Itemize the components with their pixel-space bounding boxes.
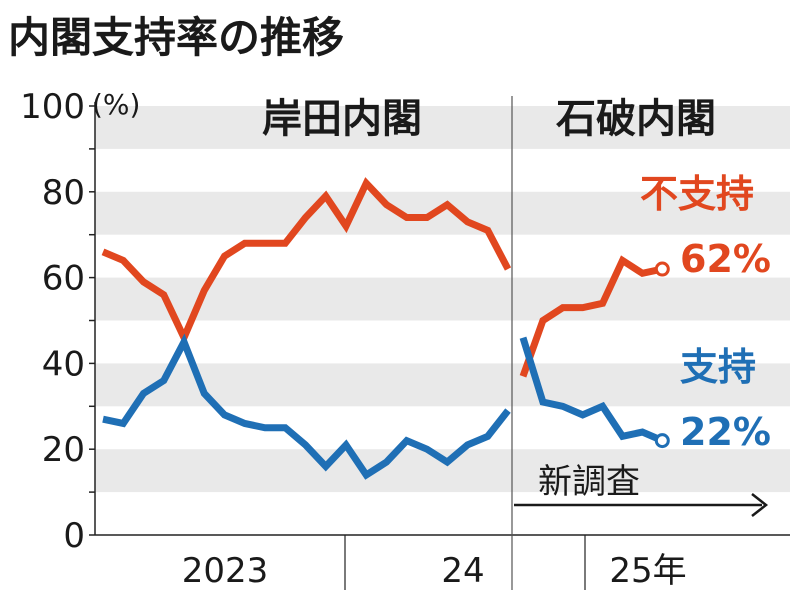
- y-tick-label: 20: [42, 430, 85, 470]
- x-tick-label: 2023: [182, 551, 269, 591]
- series-lines: [101, 177, 670, 480]
- series-end-marker-0: [654, 261, 670, 277]
- series-line-1-seg-1: [519, 336, 664, 444]
- series-end-marker-1: [654, 433, 670, 449]
- approve-final-value: 22%: [680, 410, 771, 454]
- new-survey-label: 新調査: [538, 462, 640, 502]
- legend-disapprove-label: 不支持: [640, 172, 754, 216]
- axes: [89, 96, 790, 590]
- y-tick-labels: 0 20 40 60 80 100: [20, 87, 85, 556]
- grid-band: [95, 106, 790, 149]
- y-tick-label: 100: [20, 87, 85, 127]
- x-tick-label: 25年: [609, 551, 686, 591]
- era-label-kishida: 岸田内閣: [262, 96, 422, 142]
- chart-title: 内閣支持率の推移: [8, 13, 344, 62]
- x-tick-label: 24: [441, 551, 484, 591]
- disapprove-final-value: 62%: [680, 237, 771, 281]
- grid-bands: [95, 106, 790, 493]
- series-line-0-seg-1: [519, 255, 664, 378]
- legend-approve-label: 支持: [680, 345, 756, 389]
- era-label-ishiba: 石破内閣: [556, 96, 716, 142]
- arrow-head: [751, 493, 769, 517]
- grid-band: [95, 191, 790, 235]
- y-tick-label: 60: [42, 259, 85, 299]
- y-unit-label: (%): [92, 88, 140, 121]
- series-line-0-seg-0: [101, 177, 512, 347]
- x-axis: 2023 24 25年: [182, 535, 687, 591]
- series-line-1-seg-0: [102, 333, 511, 480]
- y-tick-label: 80: [42, 173, 85, 213]
- y-tick-label: 40: [42, 344, 85, 384]
- new-survey-arrow: [514, 493, 769, 517]
- y-tick-label: 0: [63, 516, 85, 556]
